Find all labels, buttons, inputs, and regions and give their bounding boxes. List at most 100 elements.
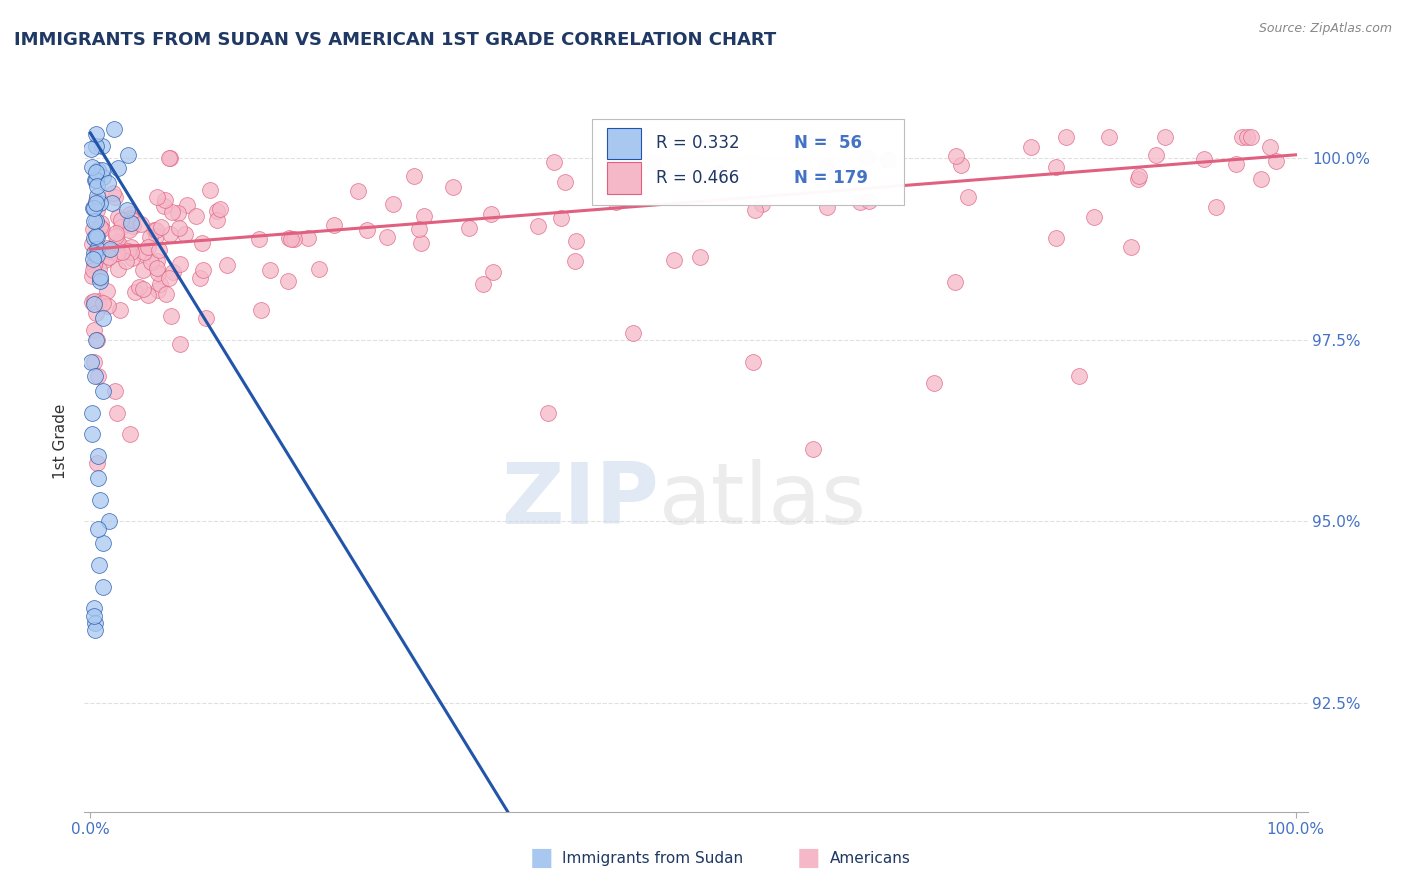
Point	[174, 227, 197, 242]
Point	[87, 294, 110, 309]
Point	[86, 333, 108, 347]
Point	[1258, 140, 1281, 154]
Point	[97, 515, 120, 529]
Point	[152, 198, 174, 212]
Point	[110, 219, 132, 234]
Point	[876, 153, 898, 167]
Point	[89, 271, 111, 285]
Point	[103, 122, 125, 136]
Point	[1054, 129, 1077, 144]
Point	[86, 522, 108, 536]
Text: Americans: Americans	[830, 851, 911, 865]
Text: Immigrants from Sudan: Immigrants from Sudan	[562, 851, 744, 865]
Point	[1192, 152, 1215, 166]
Point	[409, 236, 432, 251]
Point	[849, 194, 872, 209]
Point	[90, 222, 112, 236]
Point	[84, 213, 107, 227]
Point	[945, 149, 967, 163]
Point	[82, 427, 104, 442]
Point	[458, 220, 481, 235]
Point	[86, 248, 108, 262]
Point	[86, 188, 108, 202]
Point	[280, 232, 302, 246]
Point	[1225, 157, 1247, 171]
Point	[84, 369, 107, 384]
Point	[709, 166, 731, 180]
Point	[111, 245, 134, 260]
Point	[157, 151, 180, 165]
Point	[107, 211, 129, 225]
Point	[115, 203, 138, 218]
Point	[146, 261, 169, 276]
Point	[550, 211, 572, 225]
Point	[86, 369, 108, 384]
Point	[86, 230, 108, 244]
Point	[815, 161, 838, 175]
Point	[139, 229, 162, 244]
Point	[605, 195, 627, 210]
Text: Source: ZipAtlas.com: Source: ZipAtlas.com	[1258, 22, 1392, 36]
Point	[150, 219, 173, 234]
Point	[121, 212, 143, 227]
Point	[84, 624, 107, 638]
Point	[98, 244, 121, 258]
Point	[83, 214, 105, 228]
Point	[83, 354, 105, 368]
Point	[84, 138, 107, 153]
Point	[105, 235, 128, 249]
Point	[408, 221, 430, 235]
Point	[1153, 129, 1175, 144]
Point	[83, 615, 105, 630]
Point	[90, 163, 112, 178]
Point	[481, 265, 503, 279]
Point	[159, 227, 181, 241]
Point	[157, 271, 180, 285]
Point	[84, 173, 107, 187]
Text: atlas: atlas	[659, 459, 868, 542]
Point	[200, 183, 222, 197]
Point	[101, 196, 124, 211]
Point	[191, 262, 214, 277]
Point	[943, 275, 966, 289]
Point	[554, 175, 576, 189]
Point	[160, 309, 183, 323]
Point	[91, 169, 114, 184]
Point	[86, 456, 108, 470]
Point	[121, 251, 143, 265]
Point	[105, 245, 128, 260]
Point	[1240, 129, 1263, 144]
Point	[91, 384, 114, 398]
Point	[146, 266, 169, 280]
Point	[413, 209, 436, 223]
Point	[744, 202, 766, 217]
Point	[104, 384, 127, 398]
Point	[1019, 140, 1042, 154]
Point	[82, 263, 104, 277]
Point	[956, 190, 979, 204]
Point	[82, 252, 104, 266]
Point	[89, 195, 111, 210]
Point	[277, 274, 299, 288]
Point	[132, 247, 155, 261]
Point	[155, 287, 177, 301]
Point	[146, 254, 169, 268]
Point	[142, 223, 165, 237]
Point	[323, 218, 346, 232]
Point	[82, 405, 104, 419]
Point	[626, 180, 648, 194]
Point	[259, 263, 281, 277]
Point	[689, 250, 711, 264]
Point	[84, 306, 107, 320]
Point	[382, 197, 405, 211]
Point	[86, 471, 108, 485]
Point	[131, 217, 153, 231]
Point	[84, 228, 107, 243]
Point	[107, 262, 129, 277]
Point	[208, 202, 231, 217]
Point	[117, 244, 139, 259]
Point	[128, 280, 150, 294]
Point	[98, 251, 121, 265]
Point	[564, 254, 586, 268]
Point	[803, 442, 825, 456]
